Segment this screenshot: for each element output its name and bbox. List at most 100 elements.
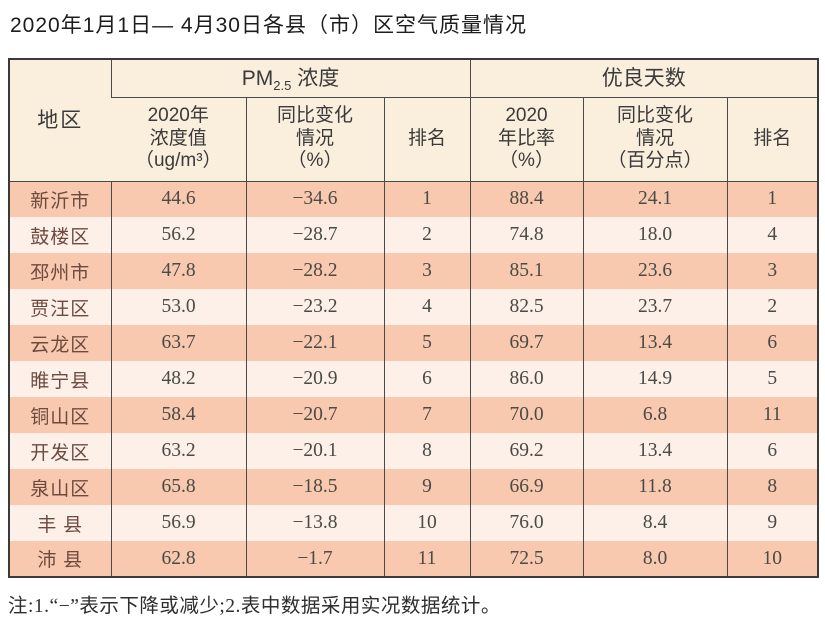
region-cell: 新沂市 (30, 190, 91, 212)
table-row: 丰 县 56.9 −13.8 10 76.0 8.4 9 (9, 505, 819, 541)
good-change-cell: 13.4 (582, 325, 727, 361)
pm-change-cell: −20.9 (245, 361, 384, 397)
good-rate-cell: 72.5 (469, 541, 583, 577)
air-quality-table-container: 地区 PM2.5 浓度 优良天数 2020年 浓度值 （ug/m³） 同比变化 … (8, 58, 820, 578)
good-rate-cell: 85.1 (469, 253, 583, 289)
pm-change-cell: −22.1 (245, 325, 384, 361)
pm-rank-cell: 1 (383, 181, 470, 217)
pm-change-cell: −28.7 (245, 217, 384, 253)
pm-value-cell: 65.8 (110, 469, 246, 505)
pm-rank-cell: 7 (383, 397, 470, 433)
page-title: 2020年1月1日— 4月30日各县（市）区空气质量情况 (10, 14, 527, 37)
pm25-label-suffix: 浓度 (291, 66, 340, 90)
region-cell: 睢宁县 (30, 370, 91, 392)
good-rank-cell: 11 (726, 397, 819, 433)
table-row: 铜山区 58.4 −20.7 7 70.0 6.8 11 (9, 397, 819, 433)
region-cell: 邳州市 (30, 262, 91, 284)
good-rank-cell: 10 (726, 541, 819, 577)
good-rate-cell: 86.0 (469, 361, 583, 397)
pm-value-cell: 56.2 (110, 217, 246, 253)
pm-change-cell: −20.1 (245, 433, 384, 469)
pm-value-cell: 62.8 (110, 541, 246, 577)
table-row: 邳州市 47.8 −28.2 3 85.1 23.6 3 (9, 253, 819, 289)
header-pm-change: 同比变化 情况 （%） (245, 97, 384, 182)
good-change-cell: 8.0 (582, 541, 727, 577)
pm-rank-cell: 5 (383, 325, 470, 361)
pm25-label-prefix: PM (241, 66, 274, 90)
header-good-days-group: 优良天数 (469, 59, 819, 98)
good-rate-cell: 76.0 (469, 505, 583, 541)
table-body: 新沂市 44.6 −34.6 1 88.4 24.1 1 鼓楼区 56.2 −28.7 2 74.8 1… (9, 181, 819, 577)
table-header: 地区 PM2.5 浓度 优良天数 2020年 浓度值 （ug/m³） 同比变化 … (9, 59, 819, 182)
pm-change-cell: −1.7 (245, 541, 384, 577)
pm-value-cell: 63.2 (110, 433, 246, 469)
table-row: 睢宁县 48.2 −20.9 6 86.0 14.9 5 (9, 361, 819, 397)
pm25-subscript: 2.5 (273, 77, 292, 93)
table-row: 新沂市 44.6 −34.6 1 88.4 24.1 1 (9, 181, 819, 217)
header-good-rate: 2020 年比率 （%） (469, 97, 583, 182)
good-rank-cell: 5 (726, 361, 819, 397)
pm-change-cell: −20.7 (245, 397, 384, 433)
pm-value-cell: 53.0 (110, 289, 246, 325)
table-row: 鼓楼区 56.2 −28.7 2 74.8 18.0 4 (9, 217, 819, 253)
pm-value-cell: 56.9 (110, 505, 246, 541)
region-cell: 泉山区 (30, 478, 91, 500)
header-group-row: 地区 PM2.5 浓度 优良天数 (9, 59, 819, 182)
region-cell: 鼓楼区 (30, 226, 91, 248)
good-rate-cell: 88.4 (469, 181, 583, 217)
header-sub-row: 2020年 浓度值 （ug/m³） 同比变化 情况 （%） 排名 2020 年比… (9, 97, 819, 182)
good-rank-cell: 6 (726, 325, 819, 361)
good-change-cell: 23.7 (582, 289, 727, 325)
good-change-cell: 18.0 (582, 217, 727, 253)
table-row: 云龙区 63.7 −22.1 5 69.7 13.4 6 (9, 325, 819, 361)
good-rank-cell: 3 (726, 253, 819, 289)
pm-change-cell: −23.2 (245, 289, 384, 325)
region-cell: 铜山区 (30, 406, 91, 428)
good-rate-cell: 82.5 (469, 289, 583, 325)
good-rate-cell: 66.9 (469, 469, 583, 505)
pm-rank-cell: 4 (383, 289, 470, 325)
good-rate-cell: 70.0 (469, 397, 583, 433)
good-change-cell: 14.9 (582, 361, 727, 397)
good-change-cell: 6.8 (582, 397, 727, 433)
table-row: 贾汪区 53.0 −23.2 4 82.5 23.7 2 (9, 289, 819, 325)
pm-value-cell: 47.8 (110, 253, 246, 289)
good-change-cell: 13.4 (582, 433, 727, 469)
pm-rank-cell: 11 (383, 541, 470, 577)
header-good-change: 同比变化 情况 （百分点） (582, 97, 727, 182)
header-pm-rank: 排名 (383, 97, 470, 182)
pm-value-cell: 48.2 (110, 361, 246, 397)
header-pm-value: 2020年 浓度值 （ug/m³） (111, 97, 246, 182)
good-rank-cell: 2 (726, 289, 819, 325)
table-row: 泉山区 65.8 −18.5 9 66.9 11.8 8 (9, 469, 819, 505)
header-good-rank: 排名 (726, 97, 819, 182)
pm-rank-cell: 10 (383, 505, 470, 541)
good-change-cell: 8.4 (582, 505, 727, 541)
region-cell: 沛 县 (37, 550, 84, 571)
footnote: 注:1.“−”表示下降或减少;2.表中数据采用实况数据统计。 (8, 596, 501, 617)
air-quality-table: 地区 PM2.5 浓度 优良天数 2020年 浓度值 （ug/m³） 同比变化 … (8, 58, 820, 578)
pm-rank-cell: 9 (383, 469, 470, 505)
region-cell: 贾汪区 (30, 298, 91, 320)
good-rank-cell: 1 (726, 181, 819, 217)
pm-change-cell: −28.2 (245, 253, 384, 289)
header-pm25-group: PM2.5 浓度 (110, 59, 470, 98)
good-rate-cell: 74.8 (469, 217, 583, 253)
good-change-cell: 11.8 (582, 469, 727, 505)
pm-value-cell: 58.4 (110, 397, 246, 433)
good-rate-cell: 69.2 (469, 433, 583, 469)
pm-rank-cell: 6 (383, 361, 470, 397)
good-rank-cell: 8 (726, 469, 819, 505)
header-region: 地区 (9, 59, 111, 182)
pm-rank-cell: 2 (383, 217, 470, 253)
pm-change-cell: −18.5 (245, 469, 384, 505)
pm-change-cell: −13.8 (245, 505, 384, 541)
pm-value-cell: 63.7 (110, 325, 246, 361)
good-rate-cell: 69.7 (469, 325, 583, 361)
good-change-cell: 23.6 (582, 253, 727, 289)
pm-value-cell: 44.6 (110, 181, 246, 217)
table-row: 开发区 63.2 −20.1 8 69.2 13.4 6 (9, 433, 819, 469)
pm-rank-cell: 8 (383, 433, 470, 469)
pm-rank-cell: 3 (383, 253, 470, 289)
region-cell: 开发区 (30, 442, 91, 464)
